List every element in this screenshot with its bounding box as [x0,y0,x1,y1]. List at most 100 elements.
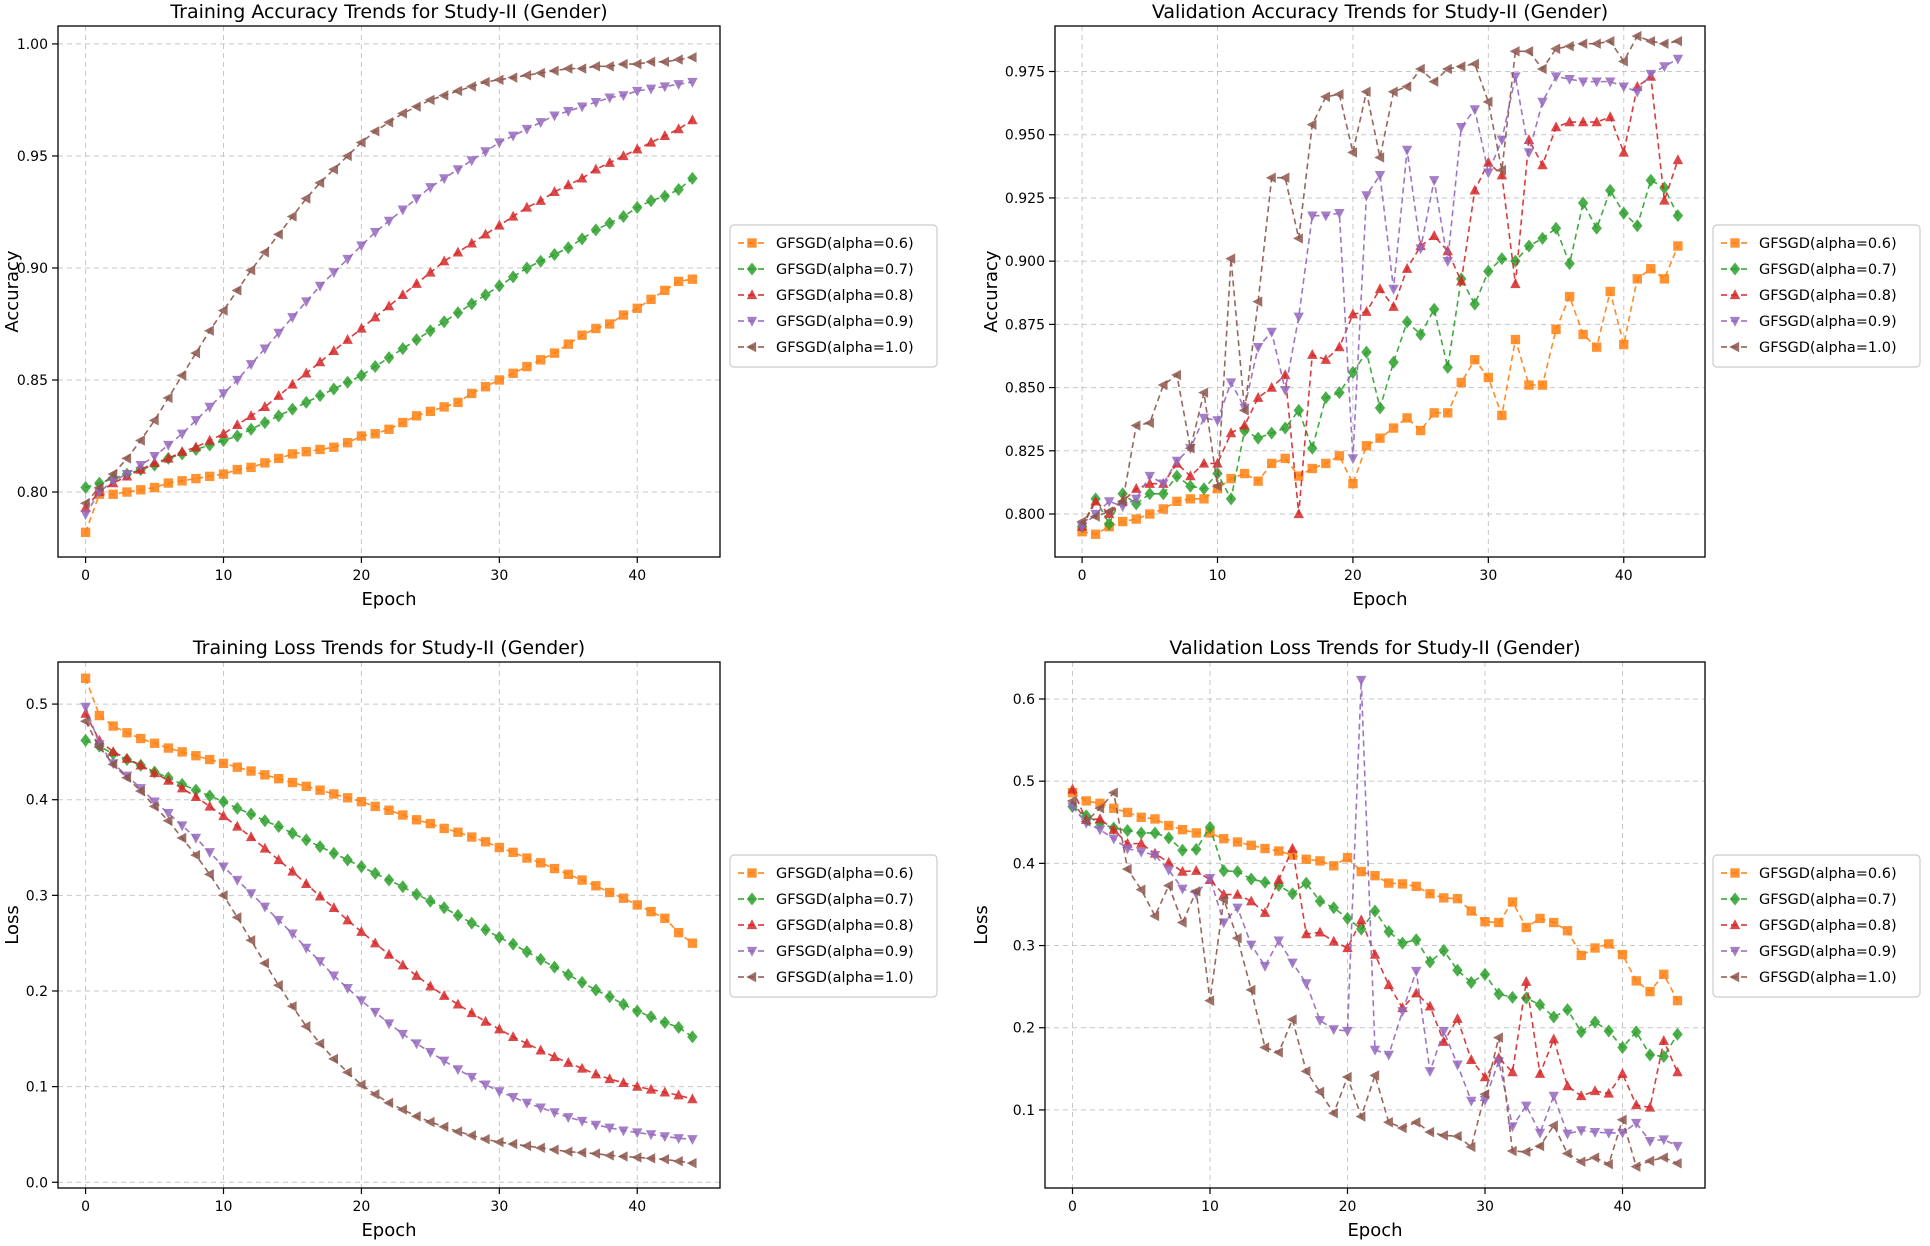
data-point [1149,910,1160,922]
data-point [190,833,202,844]
legend-item: GFSGD(alpha=0.9) [1721,944,1897,960]
data-point [190,347,201,359]
data-point [218,433,229,447]
data-point [507,1138,518,1150]
data-point [1279,172,1290,183]
data-point [203,325,214,336]
data-point [535,195,546,205]
data-point [1191,865,1202,875]
y-tick-label: 0.5 [26,697,48,713]
legend-marker [746,316,758,327]
y-tick-label: 0.1 [1013,1103,1035,1119]
data-point [1577,116,1589,127]
data-point [369,1089,380,1100]
data-point [1252,391,1264,402]
data-point [494,138,505,149]
data-point [1198,482,1210,496]
y-axis-label: Loss [971,905,992,944]
data-point [1424,955,1436,969]
data-point [438,1121,449,1132]
data-point [398,417,408,428]
data-point [1314,894,1326,908]
data-point [1375,433,1385,443]
data-point [1577,77,1589,88]
data-point [273,773,284,784]
data-point [383,1019,395,1030]
data-point [549,1051,560,1062]
data-point [1438,1026,1449,1037]
data-point [355,1079,366,1090]
data-point [1672,154,1684,165]
data-point [1238,405,1249,416]
data-point [232,820,243,831]
data-point [1576,950,1586,961]
series-GFSGD(alpha=1.0) [1066,787,1682,1172]
data-point [273,819,284,833]
data-point [260,770,270,780]
data-point [1328,1108,1338,1119]
data-point [604,319,615,329]
data-point [149,738,160,748]
legend-marker [1729,316,1741,327]
data-point [135,460,146,471]
data-point [1176,917,1187,928]
legend-marker [746,262,758,276]
data-point [342,853,353,867]
legend-item: GFSGD(alpha=0.8) [738,918,914,934]
data-point [342,254,353,265]
data-point [1374,401,1386,415]
data-point [1506,1145,1517,1157]
data-point [1646,264,1656,274]
data-point [1616,1114,1627,1125]
legend-item: GFSGD(alpha=0.7) [738,892,914,908]
data-point [135,435,145,446]
data-point [576,1116,588,1127]
plot-frame [57,25,721,558]
data-point [1329,861,1339,871]
data-point [590,1068,602,1079]
y-tick-label: 0.875 [1005,317,1045,333]
data-point [370,1007,381,1018]
data-point [273,854,284,865]
legend-marker [746,892,758,906]
data-point [1122,807,1133,818]
x-tick-label: 10 [1201,1199,1219,1215]
data-point [149,452,160,462]
data-point [1163,831,1174,845]
data-point [1617,1040,1628,1054]
data-point [328,345,340,356]
data-point [507,1031,519,1042]
data-point [1424,1067,1436,1078]
y-axis-label: Accuracy [2,250,23,333]
data-point [1301,979,1312,990]
data-point [1439,893,1449,903]
series-GFSGD(alpha=0.9) [1067,675,1683,1152]
data-point [370,866,381,880]
data-point [1397,879,1408,889]
data-point [1645,35,1655,47]
data-point [493,1136,504,1148]
data-point [480,1080,491,1091]
data-point [80,733,91,747]
data-point [1591,77,1602,88]
data-point [466,156,477,167]
data-point [604,1073,615,1084]
data-point [1645,69,1657,80]
data-point [1428,230,1440,241]
data-point [1521,1101,1532,1112]
data-point [315,444,325,455]
data-point [149,482,160,493]
data-point [1397,936,1408,950]
data-point [1479,1089,1490,1100]
data-point [1456,377,1466,388]
legend-marker [1729,262,1741,276]
data-point [1204,995,1215,1006]
data-point [1672,1141,1683,1152]
data-point [521,70,532,81]
data-point [149,767,160,778]
data-point [1564,116,1575,127]
data-point [314,890,326,901]
data-point [618,1126,629,1137]
data-point [1605,77,1616,88]
data-point [94,710,105,721]
